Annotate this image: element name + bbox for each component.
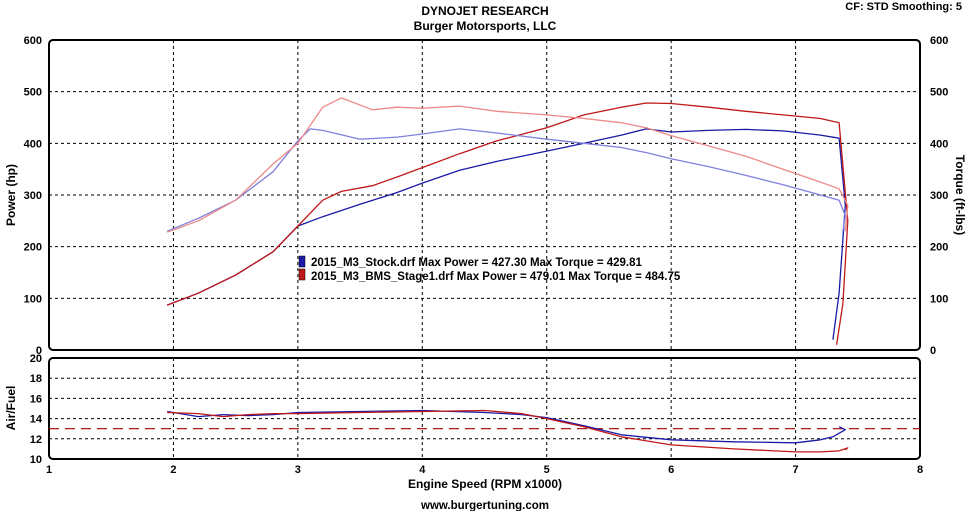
power-tick-label: 400 [24,138,42,150]
legend-entry-stage1: 2015_M3_BMS_Stage1.drf Max Power = 479.0… [311,271,681,283]
power-axis-label: Power (hp) [4,164,18,226]
torque-tick-label: 0 [930,345,936,357]
footer-url: www.burgertuning.com [420,500,549,511]
torque-axis-label: Torque (ft-lbs) [953,155,967,235]
chart-title: DYNOJET RESEARCH [421,4,548,18]
power-tick-label: 0 [36,345,42,357]
x-tick-label: 4 [419,464,426,476]
settings-text: CF: STD Smoothing: 5 [845,1,962,13]
legend: 2015_M3_Stock.drf Max Power = 427.30 Max… [298,255,681,283]
power-tick-label: 100 [24,293,42,305]
afr-tick-label: 14 [30,414,43,426]
torque-tick-label: 400 [930,138,948,150]
torque-tick-label: 600 [930,35,948,47]
afr-tick-label: 18 [30,373,42,385]
torque-tick-label: 500 [930,87,948,99]
power-tick-labels: 0 100 200 300 400 500 600 0 100 200 300 400 500 600 [24,35,949,357]
x-tick-label: 2 [170,464,176,476]
x-tick-label: 1 [46,464,52,476]
stage1-power-line [166,102,849,345]
legend-swatch-stage1 [298,268,306,281]
afr-plot-frame [48,357,921,460]
stage1-torque-line [166,97,849,233]
legend-swatch-stock [298,255,306,268]
x-tick-label: 3 [295,464,301,476]
power-gridlines [49,40,920,350]
stage1-afr-line [167,409,849,453]
x-tick-label: 6 [668,464,674,476]
legend-entry-stock: 2015_M3_Stock.drf Max Power = 427.30 Max… [311,257,643,269]
x-tick-label: 7 [793,464,799,476]
chart-subtitle: Burger Motorsports, LLC [414,19,557,33]
afr-gridlines [49,358,920,459]
afr-tick-label: 16 [30,393,42,405]
power-tick-label: 500 [24,87,42,99]
x-axis-label: Engine Speed (RPM x1000) [408,477,562,491]
afr-axis-label: Air/Fuel [4,386,18,431]
afr-series [167,409,849,453]
torque-tick-label: 100 [930,293,948,305]
x-tick-label: 8 [917,464,923,476]
power-torque-series [166,97,849,345]
torque-tick-label: 300 [930,190,948,202]
afr-tick-label: 10 [30,454,42,466]
power-tick-label: 600 [24,35,42,47]
afr-tick-label: 20 [30,353,42,365]
torque-tick-label: 200 [930,242,948,254]
power-tick-label: 300 [24,190,42,202]
x-tick-label: 5 [544,464,550,476]
power-tick-label: 200 [24,242,42,254]
afr-tick-label: 12 [30,434,42,446]
